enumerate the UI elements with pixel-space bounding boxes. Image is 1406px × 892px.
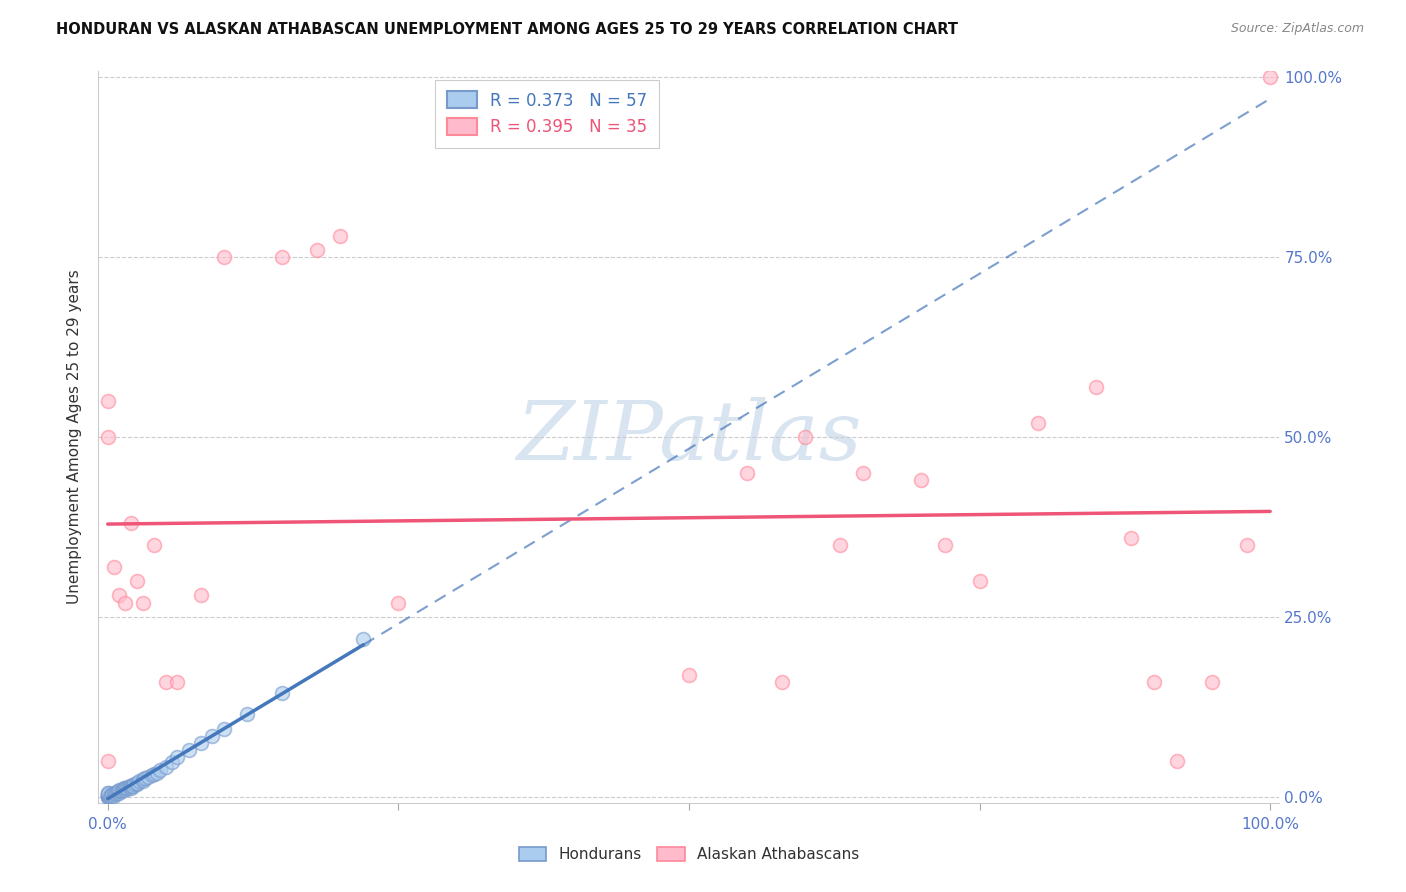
Y-axis label: Unemployment Among Ages 25 to 29 years: Unemployment Among Ages 25 to 29 years bbox=[67, 269, 83, 605]
Point bbox=[143, 767, 166, 781]
Point bbox=[770, 674, 793, 689]
Point bbox=[120, 780, 142, 795]
Point bbox=[105, 785, 128, 799]
Point bbox=[115, 781, 138, 796]
Point bbox=[97, 790, 120, 805]
Text: HONDURAN VS ALASKAN ATHABASCAN UNEMPLOYMENT AMONG AGES 25 TO 29 YEARS CORRELATIO: HONDURAN VS ALASKAN ATHABASCAN UNEMPLOYM… bbox=[56, 22, 959, 37]
Point bbox=[1084, 380, 1107, 394]
Point bbox=[114, 780, 136, 795]
Point bbox=[131, 596, 153, 610]
Text: Source: ZipAtlas.com: Source: ZipAtlas.com bbox=[1230, 22, 1364, 36]
Point bbox=[97, 787, 120, 801]
Point bbox=[108, 589, 131, 603]
Point bbox=[1201, 674, 1223, 689]
Point bbox=[112, 781, 135, 796]
Point bbox=[934, 538, 956, 552]
Point bbox=[190, 736, 212, 750]
Point bbox=[138, 770, 160, 784]
Point bbox=[212, 250, 235, 264]
Point bbox=[387, 596, 409, 610]
Point bbox=[100, 789, 122, 803]
Point bbox=[1236, 538, 1258, 552]
Point bbox=[104, 786, 127, 800]
Point bbox=[177, 743, 200, 757]
Point bbox=[910, 473, 932, 487]
Point bbox=[103, 789, 125, 803]
Point bbox=[97, 754, 120, 768]
Point bbox=[118, 779, 141, 793]
Point bbox=[166, 674, 188, 689]
Point bbox=[128, 774, 150, 789]
Point bbox=[97, 786, 120, 800]
Point bbox=[97, 788, 120, 802]
Point bbox=[101, 787, 124, 801]
Text: ZIPatlas: ZIPatlas bbox=[516, 397, 862, 477]
Point bbox=[1258, 70, 1281, 84]
Point bbox=[190, 589, 212, 603]
Point bbox=[125, 775, 148, 789]
Point bbox=[97, 789, 120, 803]
Point bbox=[1026, 416, 1049, 430]
Point bbox=[969, 574, 991, 588]
Point bbox=[143, 538, 166, 552]
Point bbox=[678, 667, 700, 681]
Point bbox=[271, 250, 294, 264]
Point bbox=[329, 228, 352, 243]
Point bbox=[794, 430, 817, 444]
Point bbox=[155, 674, 177, 689]
Point bbox=[97, 787, 120, 801]
Point bbox=[107, 784, 129, 798]
Point bbox=[114, 782, 136, 797]
Point bbox=[120, 516, 142, 531]
Point bbox=[149, 764, 172, 778]
Point bbox=[353, 632, 375, 646]
Point bbox=[141, 768, 163, 782]
Point bbox=[97, 394, 120, 409]
Point bbox=[117, 780, 139, 794]
Point bbox=[103, 787, 125, 801]
Point bbox=[97, 789, 120, 804]
Point bbox=[212, 722, 235, 736]
Point bbox=[125, 777, 148, 791]
Point bbox=[104, 787, 127, 801]
Point bbox=[852, 466, 875, 480]
Point bbox=[111, 782, 134, 797]
Point bbox=[1143, 674, 1166, 689]
Point bbox=[271, 686, 294, 700]
Point bbox=[121, 779, 143, 793]
Point bbox=[108, 787, 131, 801]
Point bbox=[145, 765, 167, 780]
Point bbox=[735, 466, 758, 480]
Point bbox=[134, 772, 156, 786]
Point bbox=[166, 750, 188, 764]
Point bbox=[103, 559, 125, 574]
Point bbox=[236, 707, 259, 722]
Point bbox=[97, 430, 120, 444]
Point bbox=[122, 779, 145, 793]
Legend: Hondurans, Alaskan Athabascans: Hondurans, Alaskan Athabascans bbox=[513, 841, 865, 868]
Point bbox=[98, 789, 121, 804]
Point bbox=[108, 784, 131, 798]
Point bbox=[1119, 531, 1142, 545]
Point bbox=[131, 772, 153, 786]
Point bbox=[108, 782, 131, 797]
Point bbox=[305, 243, 328, 257]
Point bbox=[111, 782, 134, 797]
Point bbox=[124, 777, 146, 791]
Point bbox=[120, 779, 142, 793]
Point bbox=[1166, 754, 1188, 768]
Point bbox=[155, 760, 177, 774]
Point bbox=[125, 574, 148, 588]
Point bbox=[110, 783, 132, 797]
Point bbox=[201, 729, 224, 743]
Point bbox=[828, 538, 851, 552]
Point bbox=[131, 774, 153, 789]
Point bbox=[160, 756, 183, 770]
Point bbox=[114, 596, 136, 610]
Point bbox=[117, 780, 139, 795]
Point bbox=[97, 790, 120, 805]
Point bbox=[101, 788, 124, 802]
